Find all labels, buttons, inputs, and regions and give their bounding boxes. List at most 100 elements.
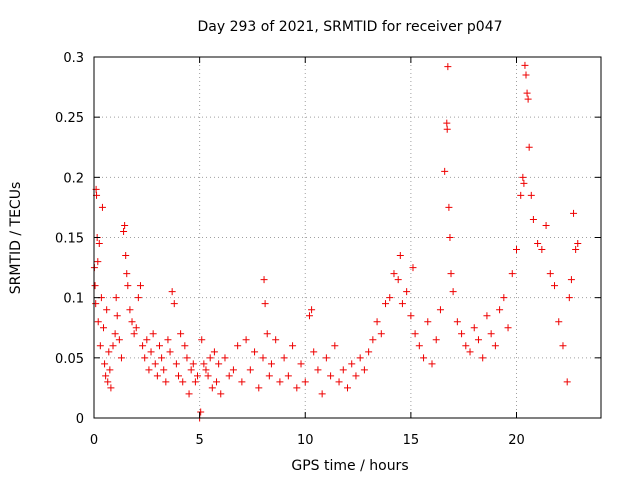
data-point: [308, 306, 316, 314]
data-point: [538, 246, 546, 254]
data-point: [523, 89, 531, 97]
y-tick-label: 0.2: [63, 171, 84, 186]
data-point: [96, 342, 104, 350]
data-point: [394, 276, 402, 284]
data-point: [189, 360, 197, 368]
data-point: [172, 360, 180, 368]
data-point: [198, 336, 206, 344]
data-point: [238, 378, 246, 386]
data-point: [117, 354, 125, 362]
data-point: [443, 119, 451, 127]
data-point: [109, 342, 117, 350]
data-point: [261, 300, 269, 308]
data-point: [267, 360, 275, 368]
data-point: [529, 215, 537, 223]
data-point: [210, 348, 218, 356]
data-point: [517, 191, 525, 199]
data-point: [132, 324, 140, 332]
data-point: [331, 342, 339, 350]
data-point: [151, 360, 159, 368]
data-point: [194, 372, 202, 380]
data-point: [255, 384, 263, 392]
grid-lines: [94, 57, 601, 418]
data-point: [449, 288, 457, 296]
data-point: [483, 312, 491, 320]
data-point: [103, 306, 111, 314]
data-point: [106, 366, 114, 374]
data-point: [105, 348, 113, 356]
data-point: [574, 240, 582, 248]
data-points: [90, 61, 582, 422]
data-point: [130, 330, 138, 338]
data-point: [158, 354, 166, 362]
data-point: [390, 270, 398, 278]
data-point: [420, 354, 428, 362]
data-point: [265, 372, 273, 380]
data-point: [166, 348, 174, 356]
data-point: [185, 390, 193, 398]
data-point: [565, 294, 573, 302]
data-point: [344, 384, 351, 392]
data-point: [179, 378, 187, 386]
data-point: [111, 330, 119, 338]
data-point: [121, 221, 129, 229]
data-point: [149, 330, 157, 338]
x-tick-label: 0: [90, 433, 98, 448]
data-point: [126, 306, 134, 314]
data-point: [373, 318, 381, 326]
data-point: [348, 360, 356, 368]
data-point: [170, 300, 178, 308]
data-point: [160, 366, 168, 374]
data-point: [310, 348, 318, 356]
data-point: [479, 354, 487, 362]
y-tick-label: 0.05: [55, 352, 84, 367]
data-point: [446, 234, 454, 241]
data-point: [403, 288, 411, 296]
data-point: [424, 318, 432, 326]
data-point: [213, 378, 221, 386]
data-point: [432, 336, 440, 344]
data-point: [524, 95, 532, 103]
data-point: [234, 342, 242, 350]
y-tick-label: 0.3: [63, 51, 84, 66]
data-point: [491, 342, 499, 350]
data-point: [259, 354, 267, 362]
data-point: [521, 61, 529, 69]
data-point: [95, 240, 103, 248]
data-point: [164, 336, 172, 344]
data-point: [115, 336, 123, 344]
data-point: [436, 306, 444, 314]
data-point: [200, 360, 208, 368]
data-point: [369, 336, 377, 344]
data-point: [229, 366, 237, 374]
data-point: [522, 71, 530, 79]
x-tick-label: 10: [297, 433, 314, 448]
data-point: [356, 354, 364, 362]
data-point: [453, 318, 461, 326]
data-point: [415, 342, 423, 350]
data-point: [305, 312, 313, 320]
data-point: [181, 342, 189, 350]
data-point: [534, 240, 542, 248]
data-point: [411, 330, 419, 338]
data-point: [570, 209, 578, 217]
data-point: [104, 378, 112, 386]
data-point: [441, 167, 449, 175]
data-point: [177, 330, 185, 338]
data-point: [225, 372, 233, 380]
data-point: [360, 366, 368, 374]
data-point: [202, 366, 210, 374]
y-tick-label: 0: [76, 412, 84, 427]
data-point: [98, 203, 106, 211]
data-point: [215, 360, 223, 368]
data-point: [322, 354, 330, 362]
y-axis-label: SRMTID / TECUs: [8, 182, 24, 295]
x-axis-label: GPS time / hours: [291, 458, 408, 474]
data-point: [280, 354, 288, 362]
data-point: [567, 276, 575, 284]
data-point: [136, 282, 144, 290]
data-point: [123, 270, 131, 278]
data-point: [563, 378, 571, 386]
x-tick-label: 15: [403, 433, 420, 448]
